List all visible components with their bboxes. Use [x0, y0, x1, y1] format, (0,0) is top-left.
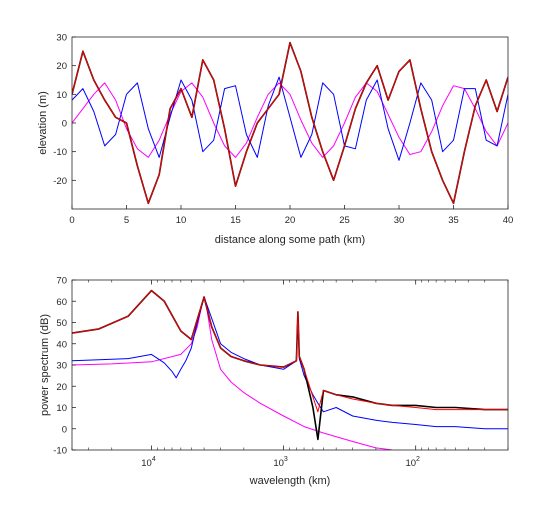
top-series-line-0 [72, 82, 508, 158]
bottom-x-axis-label: wavelength (km) [249, 475, 331, 487]
bottom-axes: 104 103 102 -10 0 10 20 30 40 50 60 70 wavelength … [39, 276, 509, 487]
top-y-tick-label: -20 [53, 176, 67, 187]
top-axes: 0 5 10 15 20 25 30 35 40 -20 -10 0 10 20 30 distance … [37, 33, 513, 247]
top-y-tick-label: 10 [56, 90, 67, 101]
bottom-x-tick-label: 102 [405, 456, 420, 469]
bottom-series-line-3 [72, 290, 508, 413]
top-x-tick-label: 30 [394, 215, 405, 226]
top-plot-lines [72, 41, 508, 205]
top-x-tick-label: 10 [176, 215, 187, 226]
top-x-tick-label: 0 [69, 215, 74, 226]
bottom-series-line-0 [72, 296, 393, 450]
top-y-tick-label: 0 [62, 119, 67, 130]
top-x-tick-label: 35 [448, 215, 459, 226]
top-y-axis-label: elevation (m) [37, 91, 49, 155]
bottom-x-ticks: 104 103 102 [71, 280, 509, 469]
top-x-tick-label: 5 [124, 215, 129, 226]
bottom-y-axis-label: power spectrum (dB) [39, 314, 51, 416]
bottom-y-tick-label: 60 [56, 297, 67, 308]
bottom-y-ticks: -10 0 10 20 30 40 50 60 70 [53, 276, 76, 457]
bottom-y-tick-label: 50 [56, 318, 67, 329]
top-x-tick-label: 25 [339, 215, 350, 226]
bottom-x-tick-label: 103 [273, 456, 288, 469]
top-y-ticks: -20 -10 0 10 20 30 [53, 33, 76, 187]
bottom-y-tick-label: 20 [56, 382, 67, 393]
top-x-tick-label: 15 [230, 215, 241, 226]
bottom-y-tick-label: 30 [56, 361, 67, 372]
top-y-tick-label: -10 [53, 147, 67, 158]
bottom-y-tick-label: 40 [56, 339, 67, 350]
top-y-tick-label: 20 [56, 61, 67, 72]
top-series-line-3 [72, 42, 508, 204]
top-x-axis-label: distance along some path (km) [215, 234, 365, 246]
bottom-y-tick-label: 0 [62, 424, 67, 435]
bottom-plot-lines [72, 289, 508, 450]
top-x-tick-label: 20 [285, 215, 296, 226]
top-x-ticks: 0 5 10 15 20 25 30 35 40 [69, 205, 513, 226]
bottom-y-tick-label: 10 [56, 403, 67, 414]
top-y-tick-label: 30 [56, 33, 67, 44]
top-series-line-1 [72, 76, 508, 161]
bottom-y-tick-label: 70 [56, 276, 67, 287]
top-x-tick-label: 40 [503, 215, 514, 226]
bottom-series-line-1 [72, 296, 508, 430]
bottom-x-tick-label: 104 [141, 456, 156, 469]
bottom-y-tick-label: -10 [53, 446, 67, 457]
